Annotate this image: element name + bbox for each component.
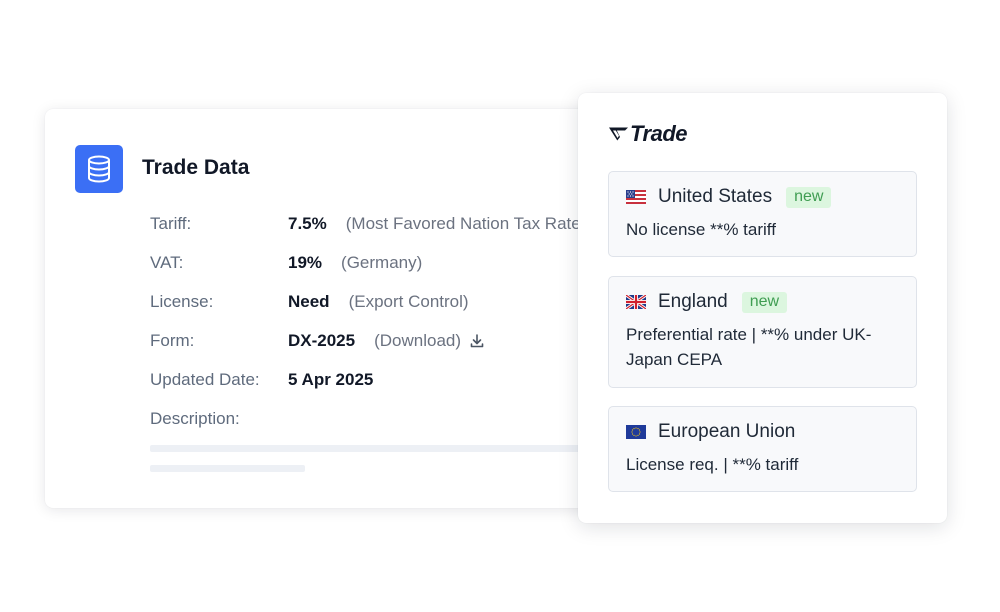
country-card-england[interactable]: England new Preferential rate | **% unde… [608, 276, 917, 388]
new-badge: new [786, 186, 832, 208]
new-badge: new [741, 291, 788, 313]
updated-date-row: Updated Date: 5 Apr 2025 [150, 368, 373, 392]
country-description: License req. | **% tariff [626, 455, 799, 474]
logo-text: Trade [630, 121, 688, 146]
trade-panel: Trade United States new No licens [578, 93, 947, 523]
us-flag-icon [626, 190, 646, 204]
vat-note: (Germany) [341, 253, 423, 272]
license-value: Need [288, 292, 330, 311]
license-row: License: Need (Export Control) [150, 290, 469, 314]
vat-label: VAT: [150, 253, 184, 272]
license-note: (Export Control) [348, 292, 469, 311]
country-name: European Union [658, 421, 796, 442]
trade-logo: Trade [608, 121, 688, 147]
eu-flag-icon [626, 425, 646, 439]
description-placeholder-line [150, 465, 305, 472]
download-icon[interactable] [469, 333, 485, 349]
country-name: England [658, 291, 728, 312]
database-icon [75, 145, 123, 193]
description-placeholder-line [150, 445, 605, 452]
uk-flag-icon [625, 293, 647, 311]
form-row: Form: DX-2025 (Download) [150, 329, 485, 353]
vat-row: VAT: 19% (Germany) [150, 251, 422, 275]
card-title: Trade Data [142, 156, 250, 179]
description-label: Description: [150, 409, 240, 428]
tariff-label: Tariff: [150, 214, 192, 233]
vat-value: 19% [288, 253, 323, 272]
country-card-united-states[interactable]: United States new No license **% tariff [608, 171, 917, 257]
license-label: License: [150, 292, 214, 311]
tariff-row: Tariff: 7.5% (Most Favored Nation Tax Ra… [150, 212, 586, 236]
country-description: Preferential rate | **% under UK-Japan C… [626, 325, 872, 369]
description-row: Description: [150, 407, 288, 431]
country-description: No license **% tariff [626, 220, 776, 239]
trade-logo-icon [609, 127, 628, 141]
updated-date-label: Updated Date: [150, 370, 260, 389]
tariff-note: (Most Favored Nation Tax Rate) [345, 214, 587, 233]
updated-date-value: 5 Apr 2025 [288, 370, 374, 389]
form-value: DX-2025 [288, 331, 356, 350]
tariff-value: 7.5% [288, 214, 327, 233]
download-link[interactable]: (Download) [374, 331, 462, 350]
country-card-european-union[interactable]: European Union License req. | **% tariff [608, 406, 917, 492]
trade-data-card: Trade Data Tariff: 7.5% (Most Favored Na… [45, 109, 605, 508]
form-label: Form: [150, 331, 195, 350]
country-name: United States [658, 186, 773, 207]
